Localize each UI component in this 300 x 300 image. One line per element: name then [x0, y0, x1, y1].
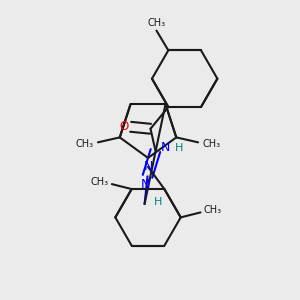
Text: CH₃: CH₃: [75, 139, 93, 149]
Text: O: O: [119, 120, 128, 133]
Text: CH₃: CH₃: [147, 18, 166, 28]
Text: N: N: [161, 141, 170, 154]
Text: N: N: [143, 160, 153, 173]
Text: CH₃: CH₃: [203, 206, 221, 215]
Text: H: H: [175, 142, 183, 153]
Text: H: H: [154, 197, 163, 207]
Text: N: N: [141, 178, 150, 191]
Text: CH₃: CH₃: [203, 139, 221, 149]
Text: CH₃: CH₃: [91, 177, 109, 187]
